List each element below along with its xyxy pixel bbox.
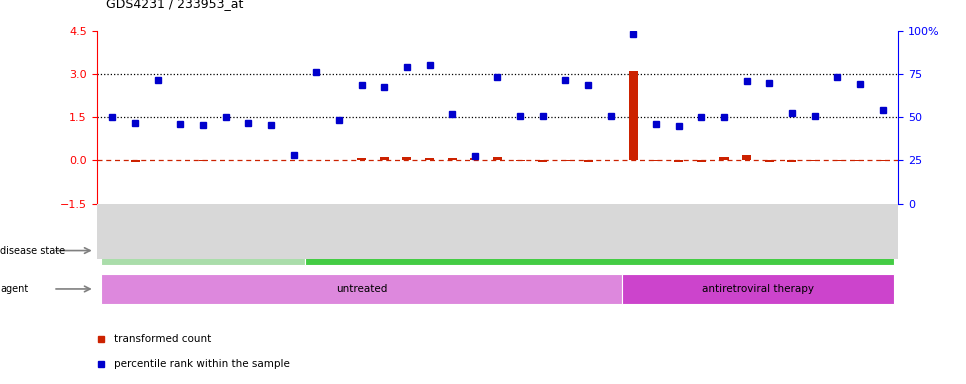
FancyBboxPatch shape xyxy=(622,274,894,304)
Text: transformed count: transformed count xyxy=(114,334,212,344)
Bar xyxy=(696,161,706,162)
Bar xyxy=(357,158,366,161)
FancyBboxPatch shape xyxy=(101,274,622,304)
Bar xyxy=(787,161,796,162)
Bar xyxy=(674,161,683,162)
Bar xyxy=(403,157,412,161)
Text: antiretroviral therapy: antiretroviral therapy xyxy=(702,284,814,294)
Text: uninfected control: uninfected control xyxy=(156,245,251,256)
Bar xyxy=(130,161,140,162)
Text: HIV1-HAND: HIV1-HAND xyxy=(570,245,629,256)
Text: percentile rank within the sample: percentile rank within the sample xyxy=(114,359,290,369)
Bar xyxy=(425,158,434,161)
Bar xyxy=(538,161,548,162)
Bar xyxy=(583,161,592,162)
Bar xyxy=(742,155,752,161)
Bar xyxy=(629,71,638,161)
Text: agent: agent xyxy=(0,284,28,294)
FancyBboxPatch shape xyxy=(305,236,894,265)
Bar xyxy=(720,157,728,161)
Text: GDS4231 / 233953_at: GDS4231 / 233953_at xyxy=(106,0,243,10)
Bar xyxy=(470,158,479,161)
Bar xyxy=(493,157,502,161)
Text: untreated: untreated xyxy=(336,284,387,294)
Bar xyxy=(765,161,774,162)
Bar xyxy=(108,160,117,161)
Bar xyxy=(380,157,388,161)
Bar xyxy=(447,158,457,161)
FancyBboxPatch shape xyxy=(101,236,305,265)
Text: disease state: disease state xyxy=(0,245,65,256)
